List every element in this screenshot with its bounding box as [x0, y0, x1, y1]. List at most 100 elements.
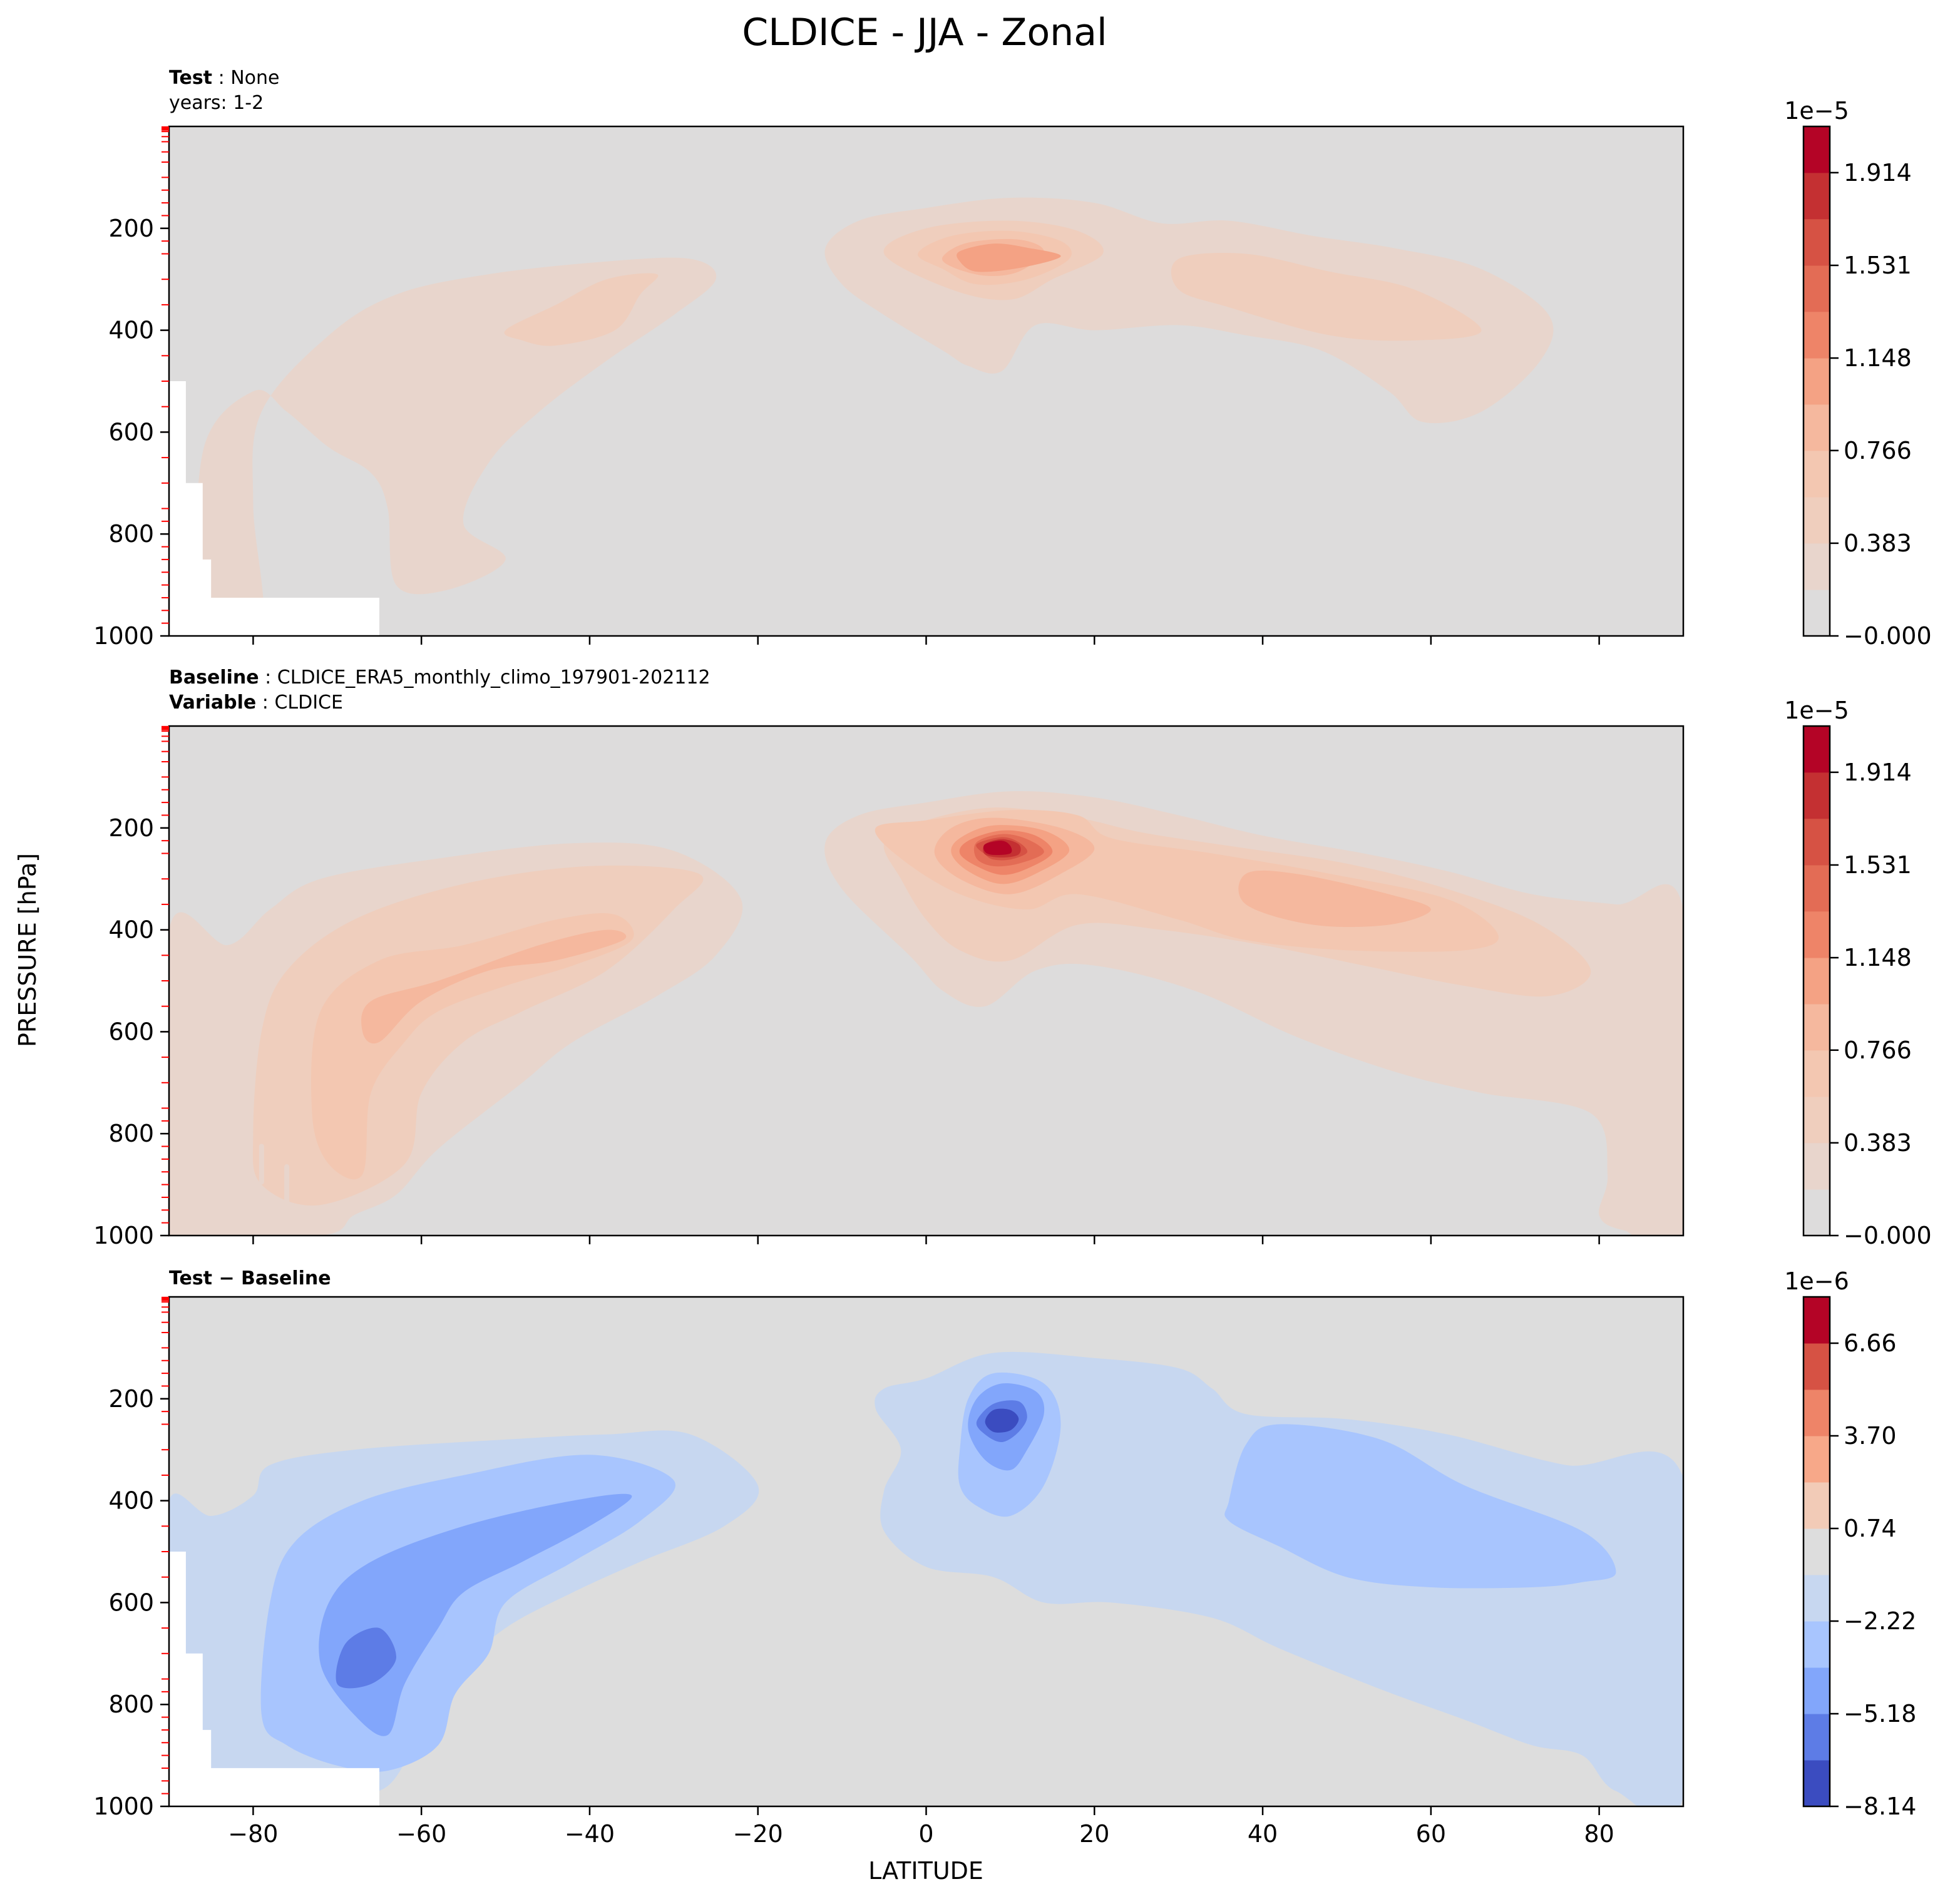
colorbar-exponent: 1e−6: [1784, 1267, 1849, 1295]
colorbar-band: [1804, 1189, 1830, 1236]
x-tick-label: 80: [1584, 1820, 1614, 1848]
contour-streak: [208, 1021, 214, 1083]
subtitle-bold-label: Baseline: [169, 667, 259, 688]
x-tick-label: 60: [1416, 1820, 1446, 1848]
colorbar-band: [1804, 1760, 1830, 1807]
contour-region: [504, 273, 659, 346]
colorbar-band: [1804, 497, 1830, 544]
x-tick-label: 0: [918, 1820, 933, 1848]
colorbar-band: [1804, 864, 1830, 912]
x-tick-label: −80: [228, 1820, 278, 1848]
y-tick-label: 200: [108, 1385, 154, 1413]
colorbar-tick-label: −8.14: [1844, 1793, 1916, 1820]
contour-region: [1238, 870, 1431, 928]
contour-region: [1202, 263, 1223, 285]
y-tick-label: 1000: [93, 1222, 154, 1249]
subtitle-value: years: 1-2: [169, 92, 264, 114]
colorbar-frame: [1802, 1296, 1831, 1808]
colorbar-tick-label: 0.74: [1844, 1515, 1897, 1542]
colorbar-tick-label: 1.531: [1844, 851, 1912, 879]
missing-data-mask: [169, 1552, 379, 1806]
colorbar-tick-label: −5.18: [1844, 1700, 1916, 1728]
contour-region: [336, 1627, 397, 1689]
x-axis-label: LATITUDE: [868, 1857, 983, 1885]
subtitle-separator: :: [259, 667, 277, 688]
contour-region: [1224, 1424, 1616, 1589]
panel-subtitle-line: years: 1-2: [169, 92, 264, 114]
x-tick-label: 20: [1079, 1820, 1109, 1848]
y-axis-label: PRESSURE [hPa]: [14, 853, 41, 1047]
panel-subtitle-line: Baseline : CLDICE_ERA5_monthly_climo_197…: [169, 667, 711, 688]
colorbar: −8.14 −5.18 −2.22 0.74 3.70 6.66 1e−6: [1784, 1267, 1916, 1820]
y-tick-label: 600: [108, 1018, 154, 1045]
contour-field: [169, 126, 1683, 636]
colorbar-frame: [1802, 125, 1831, 637]
panel-subtitle-line: Test : None: [169, 67, 280, 89]
y-tick-label: 800: [108, 520, 154, 548]
x-tick-label: 40: [1248, 1820, 1278, 1848]
colorbar-band: [1804, 1575, 1830, 1622]
colorbar-band: [1804, 543, 1830, 590]
y-tick-label: 400: [108, 317, 154, 344]
colorbar-band: [1804, 818, 1830, 866]
contour-region: [957, 243, 1061, 272]
contour-region: [319, 1493, 632, 1736]
contour-region: [1171, 252, 1482, 341]
subtitle-bold-label: Test − Baseline: [169, 1267, 331, 1289]
colorbar-tick-label: 1.148: [1844, 944, 1912, 971]
colorbar-band: [1804, 1097, 1830, 1144]
colorbar-band: [1804, 311, 1830, 359]
colorbar-band: [1804, 911, 1830, 958]
panel-test: Test : None years: 1-2 200 400 600 800 1000 −0.…: [93, 67, 1931, 650]
contour-region: [195, 257, 717, 636]
contour-region: [875, 1351, 1683, 1806]
contour-region: [361, 929, 627, 1044]
colorbar-tick-label: 0.766: [1844, 1037, 1912, 1064]
contour-region: [310, 913, 634, 1180]
panel-subtitle-line: Test − Baseline: [169, 1267, 331, 1289]
colorbar-band: [1804, 218, 1830, 266]
contour-field: [169, 726, 1683, 1236]
colorbar-exponent: 1e−5: [1784, 697, 1849, 724]
colorbar-band: [1804, 1714, 1830, 1761]
colorbar-tick-label: 6.66: [1844, 1329, 1897, 1357]
colorbar-band: [1804, 358, 1830, 405]
colorbar-band: [1804, 1297, 1830, 1344]
colorbar-tick-label: 0.383: [1844, 1129, 1912, 1157]
x-tick-label: −40: [565, 1820, 615, 1848]
contour-field: [169, 1297, 1683, 1806]
colorbar-tick-label: −2.22: [1844, 1607, 1916, 1635]
y-tick-label: 400: [108, 1487, 154, 1515]
y-tick-label: 1000: [93, 1793, 154, 1820]
colorbar-band: [1804, 1482, 1830, 1529]
colorbar-band: [1804, 1142, 1830, 1190]
colorbar-band: [1804, 126, 1830, 173]
colorbar-band: [1804, 1667, 1830, 1714]
colorbar-band: [1804, 265, 1830, 312]
colorbar-band: [1804, 1390, 1830, 1436]
colorbar-tick-label: −0.000: [1844, 1222, 1932, 1249]
y-tick-label: 800: [108, 1691, 154, 1718]
subtitle-separator: :: [256, 692, 274, 714]
colorbar-band: [1804, 958, 1830, 1005]
subtitle-value: None: [230, 67, 279, 89]
subtitle-bold-label: Variable: [169, 692, 256, 714]
colorbar-tick-label: −0.000: [1844, 622, 1932, 650]
colorbar-tick-label: 1.531: [1844, 252, 1912, 279]
colorbar: −0.000 0.383 0.766 1.148 1.531 1.914 1e−5: [1784, 97, 1931, 650]
colorbar-band: [1804, 1528, 1830, 1575]
subtitle-separator: :: [212, 67, 230, 89]
colorbar-band: [1804, 1621, 1830, 1668]
colorbar-tick-label: 0.766: [1844, 437, 1912, 464]
panel-subtitle-line: Variable : CLDICE: [169, 692, 343, 714]
colorbar: −0.000 0.383 0.766 1.148 1.531 1.914 1e−5: [1784, 697, 1931, 1249]
subtitle-value: CLDICE_ERA5_monthly_climo_197901-202112: [277, 667, 711, 688]
colorbar-exponent: 1e−5: [1784, 97, 1849, 125]
x-tick-label: −60: [396, 1820, 446, 1848]
colorbar-tick-label: 3.70: [1844, 1422, 1897, 1450]
colorbar-band: [1804, 1003, 1830, 1051]
y-tick-label: 600: [108, 418, 154, 446]
colorbar-band: [1804, 1343, 1830, 1390]
